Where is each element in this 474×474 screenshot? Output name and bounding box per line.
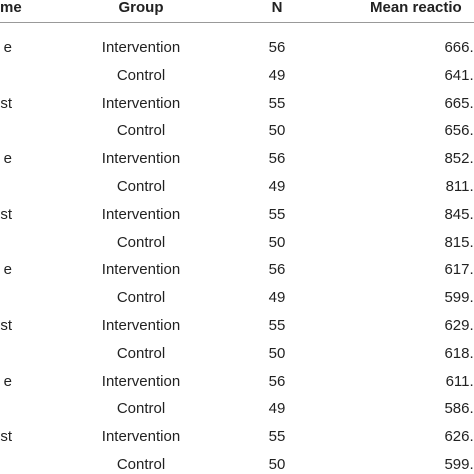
table-cell-group: Control [116,289,166,307]
table-cell-n: 55 [268,317,286,334]
table-cell-label: st [0,428,12,446]
table-cell-n: 49 [268,178,286,195]
table-cell-label: e [3,150,12,168]
table-cell-mean: 618.6 [444,344,474,362]
table-cell-n: 55 [268,205,286,223]
table-cell-label: e [3,261,12,279]
table-cell-group: Intervention [101,261,181,279]
table-cell-n: 50 [268,344,286,362]
table-cell-group: Intervention [101,372,181,390]
column-header: Group [118,0,164,16]
table-cell-group: Control [116,456,166,473]
table-cell-label: st [0,205,12,223]
table-cell-n: 56 [268,261,286,279]
column-header: Mean reactio [370,0,462,16]
table-cell-mean: 845.2 [444,205,474,223]
table-cell-label: st [0,94,12,112]
table-cell-group: Intervention [101,94,181,112]
table-cell-mean: 599.0 [444,456,474,473]
table-cell-group: Control [116,400,166,418]
table-cell-mean: 599.6 [444,289,474,307]
table-cell-mean: 626.8 [444,428,474,446]
table-cell-mean: 815.4 [444,233,474,251]
table-cell-n: 49 [268,289,286,307]
table-cell-group: Control [116,233,166,251]
table-cell-n: 56 [268,39,286,56]
table-cell-mean: 656.5 [444,122,474,140]
table-cell-group: Intervention [101,39,181,56]
table-cell-mean: 617.4 [444,261,474,279]
table-cell-mean: 811.2 [445,178,474,195]
table-cell-group: Intervention [101,205,181,223]
column-header: N [271,0,283,16]
table-cell-n: 49 [268,400,286,418]
column-header: me [0,0,22,16]
table-cell-mean: 641.5 [444,66,474,84]
table-cell-mean: 611.3 [445,372,474,390]
table-cell-n: 55 [268,94,286,112]
table-cell-label: e [3,372,12,390]
table-cell-n: 49 [268,66,286,84]
table-cell-group: Control [116,178,166,195]
table-cell-mean: 852.6 [444,150,474,168]
table-cell-group: Intervention [101,428,181,446]
table-cell-group: Control [116,344,166,362]
table-cell-n: 50 [268,233,286,251]
table-cell-mean: 586.1 [444,400,474,418]
table-cell-group: Intervention [101,150,181,168]
table-cell-group: Control [116,122,166,140]
table-cell-mean: 666.9 [444,39,474,56]
table-cell-group: Intervention [101,317,181,334]
table-cell-mean: 665.3 [444,94,474,112]
table-cell-n: 56 [268,150,286,168]
table-cell-group: Control [116,66,166,84]
table-cell-n: 50 [268,122,286,140]
table-cell-label: st [0,317,12,334]
table-cell-label: e [3,39,12,56]
header-rule [0,22,474,23]
table-cell-mean: 629.5 [444,317,474,334]
table-cell-n: 50 [268,456,286,473]
table-cell-n: 55 [268,428,286,446]
table-cell-n: 56 [268,372,286,390]
